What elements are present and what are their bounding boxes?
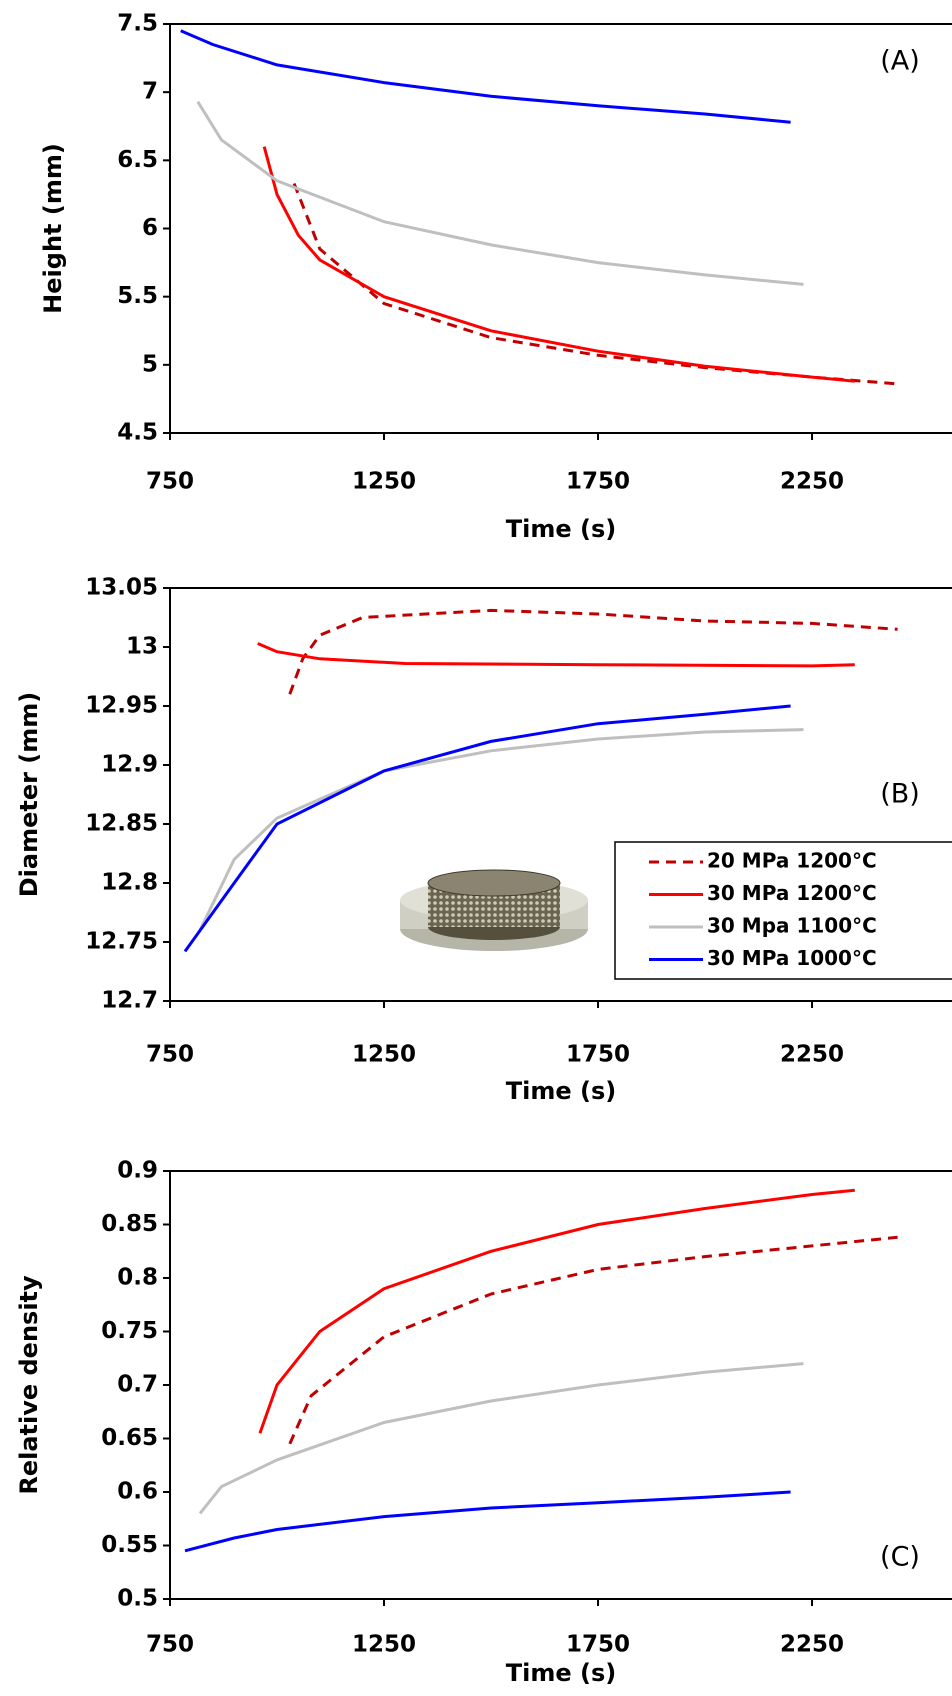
y-tick-label: 12.7 <box>101 988 158 1014</box>
x-axis-title: Time (s) <box>506 515 616 543</box>
chart-panel: 4.5 5 5.5 6 6.5 7 7.5 750 1250 1750 2250 Time (s) He… <box>39 11 952 543</box>
x-tick-label: 1250 <box>352 469 416 495</box>
chart-panel: 0.5 0.55 0.6 0.65 0.7 0.75 0.8 0.85 0.9 750 1250 17… <box>15 1158 952 1687</box>
legend-label: 30 MPa 1000°C <box>707 946 877 970</box>
legend-box <box>614 841 952 980</box>
x-tick-label: 1750 <box>566 1042 630 1068</box>
y-axis-title: Diameter (mm) <box>15 692 43 898</box>
y-tick-label: 0.8 <box>117 1265 158 1291</box>
y-tick-label: 0.9 <box>117 1158 158 1184</box>
y-tick-label: 12.85 <box>85 811 158 837</box>
y-tick-label: 5 <box>142 351 158 377</box>
y-tick-label: 6 <box>142 215 158 241</box>
x-tick-label: 1750 <box>566 1632 630 1658</box>
series-line <box>288 608 898 695</box>
x-tick-label: 2250 <box>780 1632 844 1658</box>
y-tick-label: 7.5 <box>117 11 158 37</box>
y-tick-label: 5.5 <box>117 283 158 309</box>
x-tick-label: 750 <box>146 1632 194 1658</box>
y-tick-label: 0.6 <box>117 1479 158 1505</box>
x-tick-label: 1750 <box>566 469 630 495</box>
series-line <box>196 100 804 286</box>
series-line <box>183 704 791 953</box>
series-line <box>288 1235 898 1445</box>
y-tick-label: 6.5 <box>117 147 158 173</box>
y-tick-label: 0.85 <box>101 1211 158 1237</box>
y-tick-label: 0.5 <box>117 1586 158 1612</box>
x-tick-label: 750 <box>146 469 194 495</box>
x-tick-label: 2250 <box>780 469 844 495</box>
series-line <box>198 1362 804 1515</box>
panel-label: (C) <box>880 1542 920 1573</box>
y-axis-title: Relative density <box>15 1275 43 1495</box>
legend-label: 30 Mpa 1100°C <box>707 914 877 938</box>
y-tick-label: 12.95 <box>85 693 158 719</box>
chart-panel: 12.7 12.75 12.8 12.85 12.9 12.95 13 13.05 750 125… <box>15 575 952 1105</box>
y-tick-label: 0.55 <box>101 1532 158 1558</box>
y-tick-label: 12.75 <box>85 929 158 955</box>
series-line <box>184 1490 791 1553</box>
y-tick-label: 13 <box>126 634 158 660</box>
y-tick-label: 0.65 <box>101 1425 158 1451</box>
x-axis-title: Time (s) <box>506 1077 616 1105</box>
x-tick-label: 750 <box>146 1042 194 1068</box>
legend-label: 30 MPa 1200°C <box>707 881 877 905</box>
series-line <box>262 146 855 383</box>
x-axis-title: Time (s) <box>506 1659 616 1687</box>
y-axis-title: Height (mm) <box>39 143 67 314</box>
series-line <box>180 29 791 124</box>
y-tick-label: 12.9 <box>101 752 158 778</box>
x-tick-label: 1250 <box>352 1042 416 1068</box>
legend-label: 20 MPa 1200°C <box>707 849 877 873</box>
sample-icon <box>400 869 588 951</box>
icon-cyl-top <box>427 869 561 897</box>
y-tick-label: 13.05 <box>85 575 158 601</box>
y-tick-label: 0.75 <box>101 1318 158 1344</box>
panel-label: (B) <box>880 779 920 810</box>
x-tick-label: 1250 <box>352 1632 416 1658</box>
y-tick-label: 0.7 <box>117 1372 158 1398</box>
series-line <box>258 1188 855 1434</box>
x-tick-label: 2250 <box>780 1042 844 1068</box>
series-line <box>292 182 898 386</box>
y-tick-label: 12.8 <box>101 870 158 896</box>
y-tick-label: 7 <box>142 79 158 105</box>
series-line <box>198 728 804 931</box>
panel-label: (A) <box>880 46 920 77</box>
series-line <box>257 642 855 668</box>
y-tick-label: 4.5 <box>117 420 158 446</box>
